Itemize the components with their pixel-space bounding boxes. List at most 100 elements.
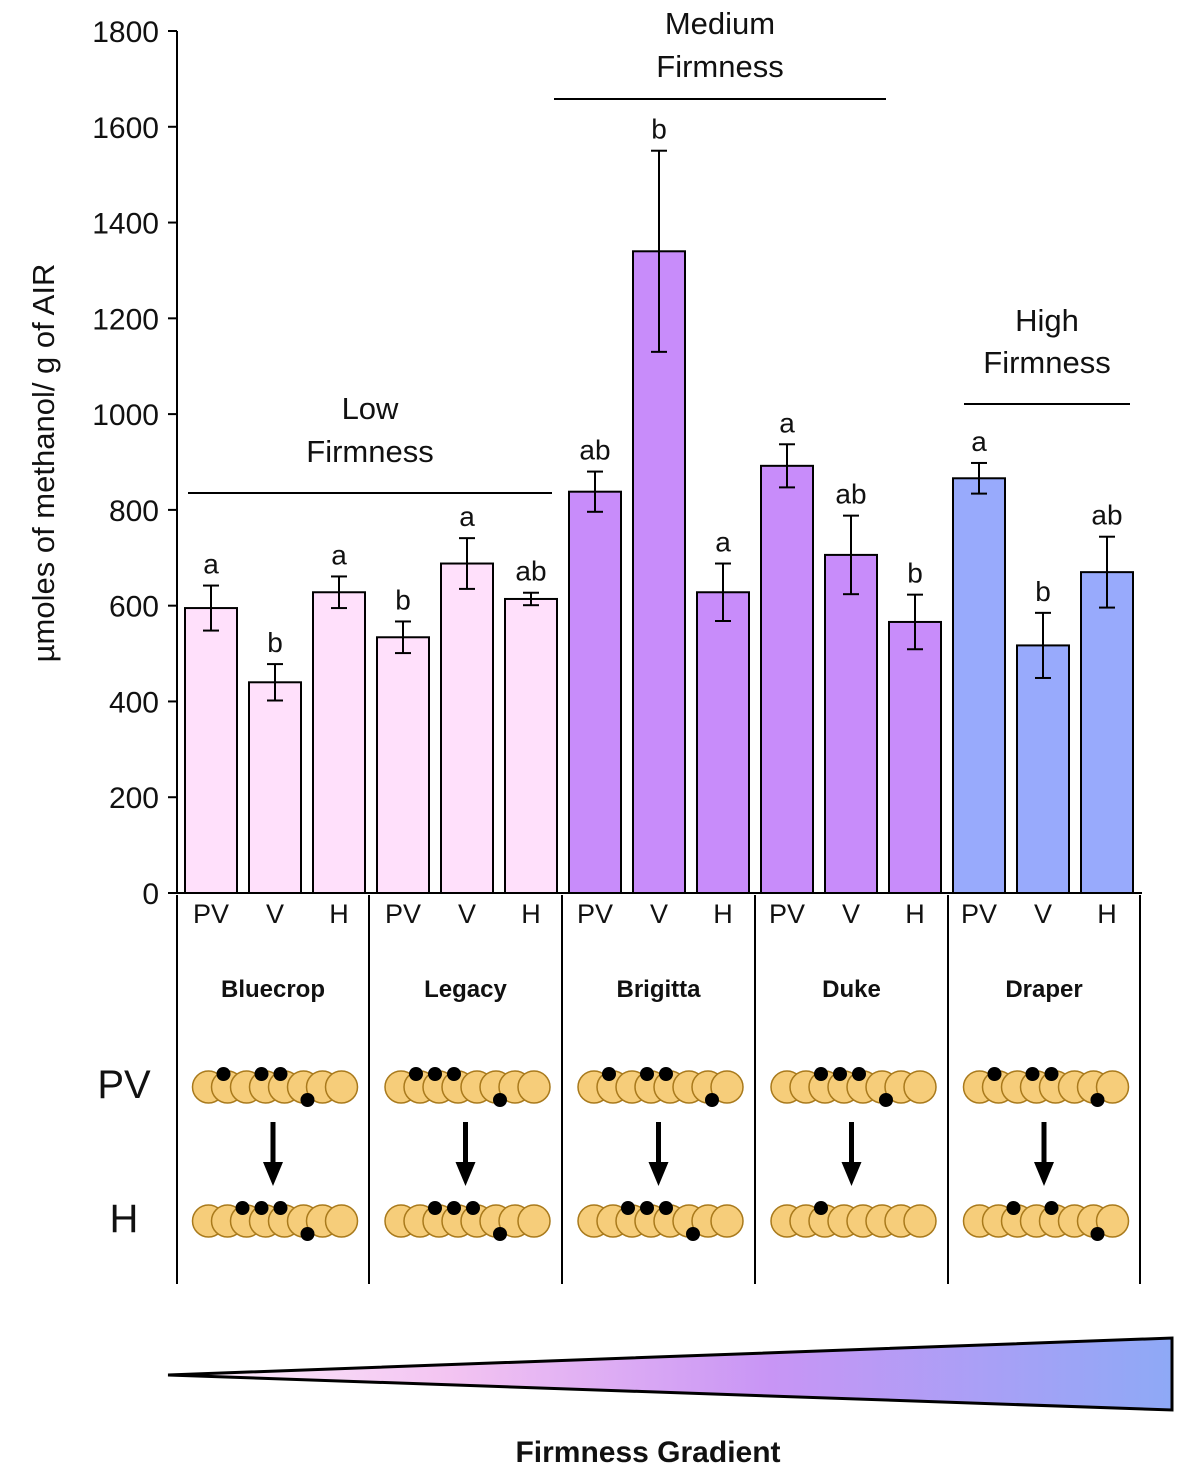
significance-letter: ab	[835, 479, 866, 510]
cultivar-label: Legacy	[424, 976, 507, 1003]
galacturonic-unit	[1095, 1204, 1130, 1238]
methyl-ester-group	[659, 1201, 673, 1215]
arrow-down-icon	[455, 1162, 476, 1186]
arrow-down-icon	[1034, 1162, 1054, 1186]
y-tick-label: 1600	[92, 112, 159, 145]
pectin-chain	[577, 1201, 744, 1241]
x-category-label: PV	[961, 899, 997, 929]
arrow-down-icon	[648, 1162, 669, 1186]
galacturonic-unit	[324, 1070, 359, 1104]
methyl-ester-group	[879, 1093, 893, 1107]
significance-letter: b	[1035, 576, 1051, 607]
methyl-ester-group	[254, 1067, 269, 1081]
y-tick-label: 1000	[92, 399, 159, 432]
row-label-pv: PV	[97, 1063, 151, 1107]
pectin-chain	[962, 1201, 1130, 1241]
pectin-chain	[577, 1067, 744, 1107]
significance-letter: a	[203, 549, 219, 580]
methyl-ester-group	[409, 1067, 423, 1081]
galacturonic-unit	[517, 1070, 551, 1104]
galacturonic-unit	[903, 1204, 937, 1238]
x-category-label: PV	[577, 899, 613, 929]
pectin-chain	[191, 1201, 359, 1241]
x-category-label: PV	[769, 899, 805, 929]
methyl-ester-group	[1090, 1093, 1105, 1107]
significance-letter: a	[331, 539, 347, 570]
methyl-ester-group	[659, 1067, 673, 1081]
bar	[632, 250, 686, 895]
bar	[888, 620, 942, 895]
significance-letter: b	[651, 114, 667, 145]
arrow-down-icon	[263, 1162, 283, 1186]
group-label-low: Low	[342, 391, 399, 426]
x-category-label: H	[905, 899, 925, 929]
cultivar-label: Duke	[822, 976, 881, 1003]
galacturonic-unit	[710, 1070, 744, 1104]
cultivar-label: Bluecrop	[221, 976, 325, 1003]
x-category-label: V	[266, 899, 284, 929]
significance-letter: ab	[1091, 500, 1122, 531]
methyl-ester-group	[602, 1067, 616, 1081]
methyl-ester-group	[428, 1067, 442, 1081]
cultivar-label: Brigitta	[617, 976, 702, 1003]
bar	[760, 464, 814, 894]
x-category-label: H	[521, 899, 541, 929]
y-tick-label: 0	[142, 878, 159, 911]
group-label-high-firmness: Firmness	[983, 345, 1110, 380]
methyl-ester-group	[493, 1227, 507, 1241]
bar	[824, 553, 878, 894]
y-tick-label: 1200	[92, 303, 159, 336]
pectin-chain	[384, 1067, 551, 1107]
x-category-label: V	[1034, 899, 1052, 929]
x-category-label: PV	[385, 899, 421, 929]
y-tick-label: 600	[109, 591, 159, 624]
methyl-ester-group	[235, 1201, 250, 1215]
galacturonic-unit	[324, 1204, 359, 1238]
methyl-ester-group	[447, 1201, 461, 1215]
bar	[952, 477, 1006, 894]
bar	[184, 607, 238, 894]
significance-letter: ab	[579, 435, 610, 466]
x-category-label: V	[458, 899, 476, 929]
significance-letter: b	[907, 558, 923, 589]
x-category-label: PV	[193, 899, 229, 929]
significance-letter: b	[267, 627, 283, 658]
methyl-ester-group	[686, 1227, 700, 1241]
methyl-ester-group	[987, 1067, 1002, 1081]
pectin-chain	[384, 1201, 551, 1241]
y-tick-label: 200	[109, 782, 159, 815]
methyl-ester-group	[1044, 1201, 1059, 1215]
methyl-ester-group	[833, 1067, 847, 1081]
methyl-ester-group	[216, 1067, 231, 1081]
bar	[1080, 571, 1134, 895]
methyl-ester-group	[705, 1093, 719, 1107]
methyl-ester-group	[273, 1067, 288, 1081]
methyl-ester-group	[814, 1067, 828, 1081]
significance-letter: b	[395, 584, 411, 615]
group-label-low-firmness: Firmness	[306, 434, 433, 469]
significance-letter: a	[971, 426, 987, 457]
pectin-chain	[770, 1067, 937, 1107]
firmness-gradient-wedge	[167, 1336, 1174, 1412]
bar	[568, 490, 622, 894]
significance-letter: ab	[515, 556, 546, 587]
pectin-chain	[962, 1067, 1130, 1107]
cultivar-label: Draper	[1005, 976, 1082, 1003]
y-tick-label: 1400	[92, 208, 159, 241]
significance-letter: a	[715, 527, 731, 558]
bar	[312, 591, 366, 894]
methyl-ester-group	[273, 1201, 288, 1215]
methyl-ester-group	[254, 1201, 269, 1215]
methyl-ester-group	[1006, 1201, 1021, 1215]
methyl-ester-group	[493, 1093, 507, 1107]
pectin-chain	[191, 1067, 359, 1107]
methyl-ester-group	[640, 1067, 654, 1081]
significance-letter: a	[459, 501, 475, 532]
methyl-ester-group	[428, 1201, 442, 1215]
methyl-ester-group	[466, 1201, 480, 1215]
group-label-medium: Medium	[665, 6, 775, 41]
methyl-ester-group	[640, 1201, 654, 1215]
methyl-ester-group	[814, 1201, 828, 1215]
x-category-label: V	[650, 899, 668, 929]
